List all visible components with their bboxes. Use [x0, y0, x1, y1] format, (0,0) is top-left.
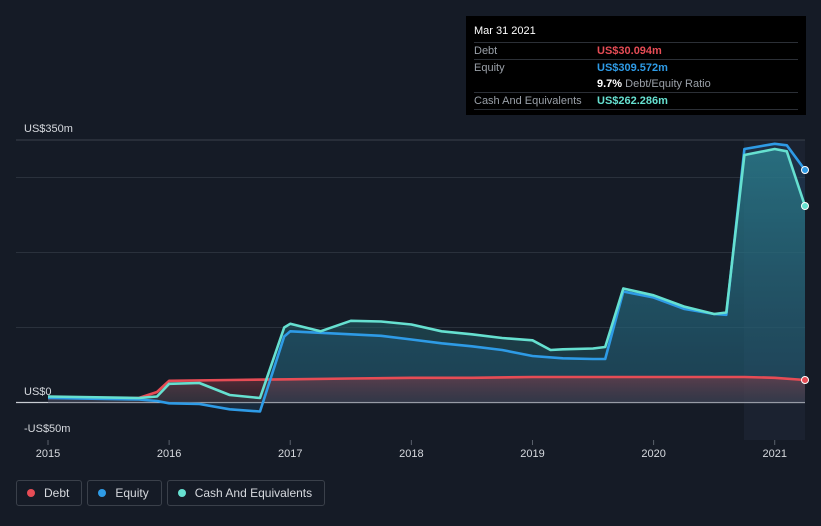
- x-tick-label: 2017: [278, 448, 302, 460]
- tooltip-row-ratio: 9.7% Debt/Equity Ratio: [474, 76, 798, 92]
- line-cash-and-equivalents: [47, 147, 807, 400]
- tooltip-row-cash: Cash And Equivalents US$262.286m: [474, 92, 798, 110]
- y-tick-label-top: US$350m: [24, 123, 73, 135]
- series-end-markers: [801, 166, 809, 384]
- legend-dot-equity-icon: [98, 489, 107, 497]
- tooltip-label-cash: Cash And Equivalents: [474, 95, 582, 107]
- x-tick-label: 2016: [157, 448, 181, 460]
- x-tick-label: 2021: [762, 448, 786, 460]
- x-axis-ticks: 2015 2016 2017 2018 2019 2020 2021: [36, 440, 787, 460]
- tooltip-value-cash: US$262.286m: [597, 95, 668, 107]
- x-tick-label: 2015: [36, 448, 60, 460]
- end-point-equity: [801, 166, 809, 174]
- end-point-debt: [801, 376, 809, 384]
- tooltip-value-debt: US$30.094m: [597, 45, 662, 57]
- legend-dot-cash-icon: [177, 489, 186, 497]
- y-tick-label-bottom: -US$50m: [24, 423, 70, 435]
- tooltip-value-equity: US$309.572m: [597, 62, 668, 74]
- area-debt: [48, 377, 805, 403]
- tooltip-label-debt: Debt: [474, 45, 498, 57]
- legend-label-equity: Equity: [115, 486, 149, 500]
- y-tick-label-zero: US$0: [24, 386, 52, 398]
- end-point-cash-and-equivalents: [801, 202, 809, 210]
- legend-label-cash: Cash And Equivalents: [194, 486, 313, 500]
- area-cash-and-equivalents: [48, 149, 805, 403]
- legend-item-equity[interactable]: Equity: [87, 480, 162, 506]
- x-tick-label: 2018: [399, 448, 423, 460]
- x-tick-label: 2020: [641, 448, 665, 460]
- tooltip-row-equity: Equity US$309.572m: [474, 59, 798, 76]
- line-debt: [48, 375, 806, 400]
- area-equity: [48, 143, 805, 412]
- series-lines: [47, 142, 807, 413]
- tooltip-ratio-value: 9.7%: [597, 78, 623, 90]
- legend-label-debt: Debt: [44, 486, 70, 500]
- legend-item-debt[interactable]: Debt: [16, 480, 83, 506]
- tooltip-ratio-label: Debt/Equity Ratio: [625, 78, 711, 90]
- chart-legend: Debt Equity Cash And Equivalents: [16, 480, 326, 506]
- legend-item-cash[interactable]: Cash And Equivalents: [166, 480, 326, 506]
- data-tooltip: Mar 31 2021 Debt US$30.094m Equity US$30…: [466, 16, 806, 115]
- series-areas: [48, 143, 805, 412]
- tooltip-date: Mar 31 2021: [474, 25, 536, 37]
- tooltip-label-equity: Equity: [474, 62, 505, 74]
- legend-dot-debt-icon: [27, 489, 35, 497]
- tooltip-row-debt: Debt US$30.094m: [474, 42, 798, 59]
- x-tick-label: 2019: [520, 448, 544, 460]
